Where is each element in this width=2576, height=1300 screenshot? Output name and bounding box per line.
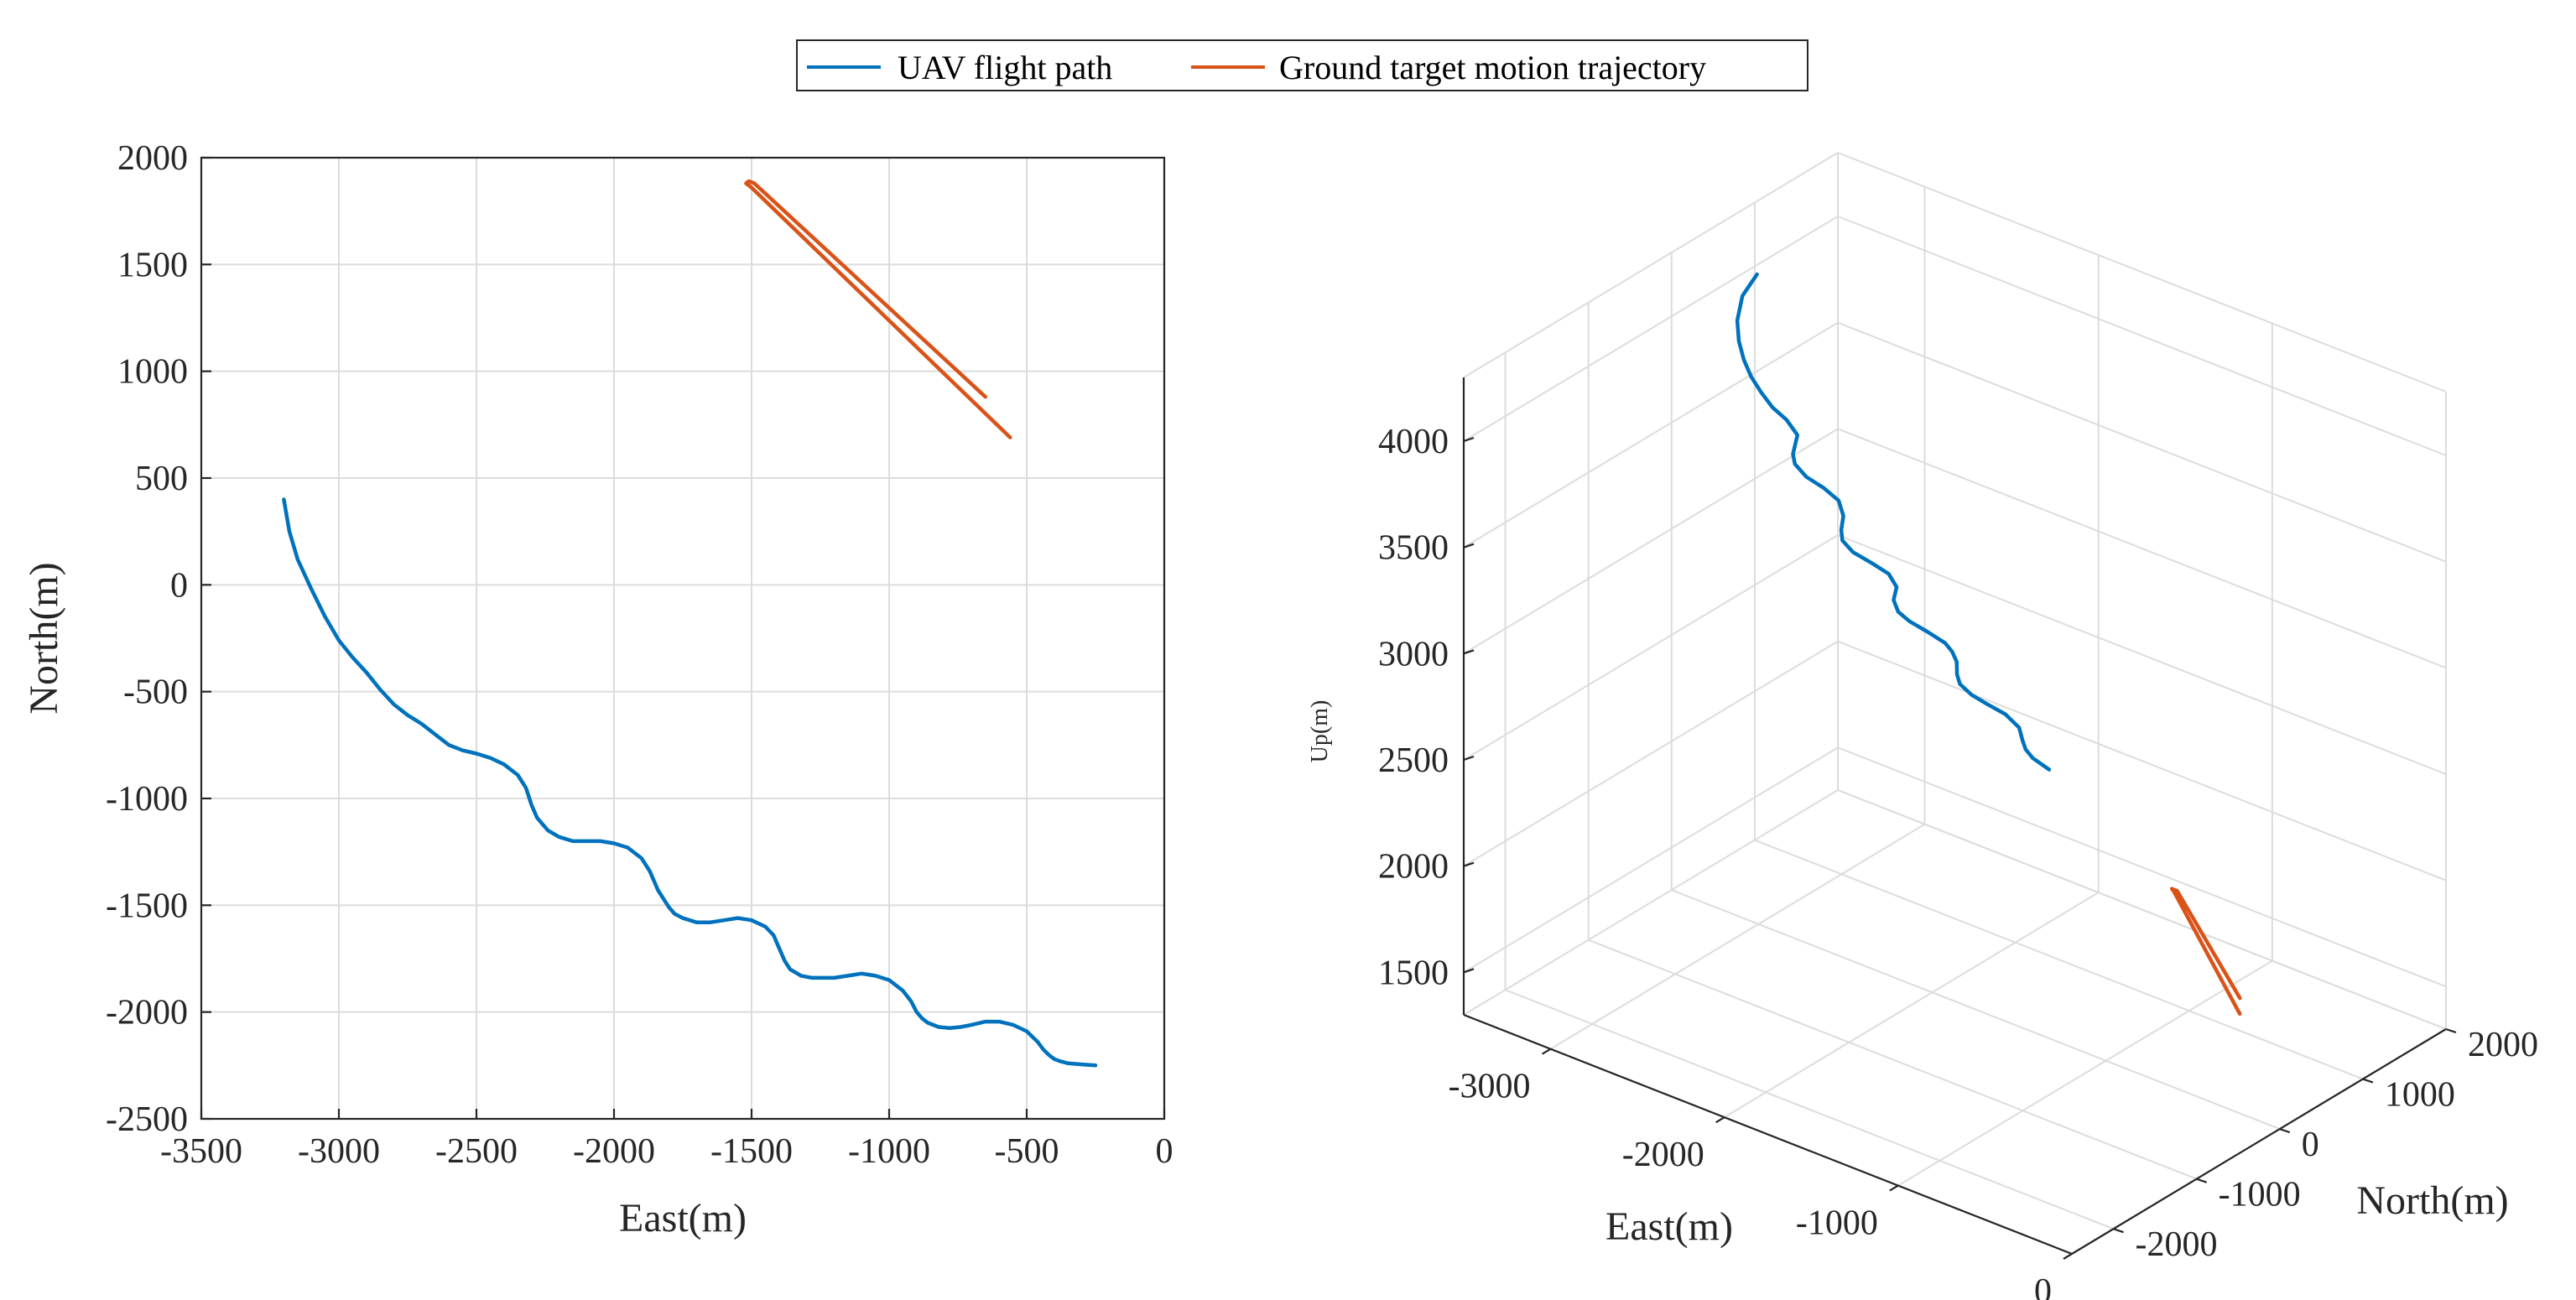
y-tick-label-2d: -2000	[106, 994, 188, 1032]
sidewall-gridline-up	[1837, 321, 2447, 563]
y-tick-label-3d: 2000	[2468, 1026, 2538, 1064]
x-tick-label-2d: -2000	[573, 1132, 655, 1171]
y-tick-label-2d: -1000	[106, 780, 188, 819]
x-axis-line-3d	[1463, 1013, 2073, 1256]
x-tick-label-2d: -500	[995, 1132, 1059, 1171]
floor-gridline-north	[1837, 789, 2447, 1030]
x-tick-label-2d: 0	[1156, 1132, 1174, 1171]
x-tick-label-3d: 0	[2034, 1272, 2052, 1300]
plot-2d-east-north: -3500 -3000 -2500 -2000 -1500 -1000 -500 0 -2500…	[22, 139, 1174, 1240]
x-axis-label-3d: East(m)	[1605, 1204, 1733, 1249]
y-axis-label-2d: North(m)	[22, 562, 66, 714]
y-tick-label-3d: -1000	[2219, 1176, 2301, 1214]
x-tick-label-3d: -3000	[1449, 1068, 1531, 1106]
z-tick-mark-3d	[1463, 968, 1475, 974]
z-tick-label-3d: 2500	[1378, 741, 1449, 780]
z-axis-label-3d: Up(m)	[1307, 700, 1333, 763]
z-tick-label-3d: 3500	[1378, 529, 1449, 568]
z-tick-label-3d: 2000	[1378, 848, 1449, 887]
y-tick-mark-3d	[2279, 1128, 2291, 1134]
y-tick-label-3d: 1000	[2385, 1076, 2455, 1115]
x-tick-mark-3d	[1889, 1184, 1899, 1192]
y-tick-mark-3d	[2113, 1228, 2124, 1234]
backwall-gridline-up	[1463, 216, 1839, 442]
y-axis-line-3d	[2071, 1028, 2447, 1255]
x-tick-label-3d: -1000	[1796, 1204, 1878, 1243]
x-axis-label-2d: East(m)	[619, 1196, 747, 1240]
y-tick-mark-3d	[2362, 1078, 2374, 1084]
z-tick-mark-3d	[1463, 755, 1475, 762]
backwall-gridline-up	[1463, 152, 1839, 378]
backwall-gridline-up	[1463, 321, 1839, 549]
floor-gridline-east	[1463, 789, 1839, 1016]
floor-gridline-north	[1754, 839, 2364, 1080]
x-tick-label-2d: -1000	[848, 1132, 930, 1171]
uav-flight-path-3d	[1735, 272, 2052, 772]
uav-flight-path-2d	[282, 497, 1098, 1068]
y-tick-label-3d: -2000	[2136, 1225, 2218, 1264]
floor-gridline-north	[1671, 889, 2281, 1131]
z-tick-label-3d: 4000	[1378, 423, 1449, 461]
sidewall-gridline-up	[1837, 152, 2447, 393]
y-tick-label-2d: 0	[170, 566, 188, 605]
legend-label-uav: UAV flight path	[898, 49, 1112, 86]
floor-gridline-east	[1724, 892, 2100, 1118]
y-tick-mark-3d	[2445, 1027, 2457, 1034]
y-tick-label-2d: -500	[123, 673, 188, 712]
x-tick-mark-3d	[1542, 1048, 1552, 1055]
y-tick-label-2d: -2500	[106, 1100, 188, 1139]
z-tick-mark-3d	[1463, 543, 1475, 549]
ground-target-trajectory-3d	[2169, 887, 2242, 1017]
sidewall-gridline-up	[1837, 534, 2447, 775]
floor-gridline-north	[1588, 939, 2198, 1180]
z-tick-label-3d: 1500	[1378, 954, 1449, 992]
y-tick-label-2d: 2000	[117, 139, 188, 178]
x-tick-label-2d: -3500	[160, 1132, 242, 1171]
y-tick-label-3d: 0	[2302, 1126, 2319, 1164]
y-tick-label-2d: 500	[135, 460, 188, 498]
sidewall-gridline-up	[1837, 428, 2447, 669]
x-tick-label-2d: -3000	[298, 1132, 380, 1171]
floor-gridline-east	[1550, 823, 1926, 1050]
z-tick-mark-3d	[1463, 649, 1475, 655]
legend[interactable]: UAV flight path Ground target motion tra…	[796, 39, 1808, 91]
x-tick-mark-3d	[2063, 1253, 2073, 1260]
sidewall-gridline-up	[1837, 640, 2447, 881]
z-tick-mark-3d	[1463, 436, 1475, 443]
y-tick-label-2d: 1500	[117, 246, 188, 284]
floor-gridline-north	[1505, 989, 2114, 1230]
plot-3d-east-north-up: -3000-2000-10000-2000-100001000200015002…	[1307, 152, 2538, 1300]
z-tick-label-3d: 3000	[1378, 635, 1449, 673]
sidewall-gridline-up	[1837, 216, 2447, 456]
x-tick-mark-3d	[1715, 1116, 1725, 1124]
x-tick-label-3d: -2000	[1622, 1136, 1704, 1174]
z-tick-mark-3d	[1463, 861, 1475, 867]
legend-label-target: Ground target motion trajectory	[1279, 49, 1706, 86]
y-tick-label-2d: 1000	[117, 353, 188, 392]
plot-2d-axes-box	[200, 156, 1166, 1121]
backwall-gridline-up	[1463, 534, 1839, 761]
floor-gridline-east	[1897, 959, 2273, 1187]
y-tick-label-2d: -1500	[106, 887, 188, 925]
backwall-gridline-up	[1463, 746, 1839, 974]
x-tick-label-2d: -2500	[435, 1132, 518, 1171]
x-tick-label-2d: -1500	[710, 1132, 793, 1171]
y-tick-mark-3d	[2196, 1178, 2208, 1183]
legend-box	[796, 39, 1808, 91]
sidewall-gridline-up	[1837, 746, 2447, 988]
backwall-gridline-up	[1463, 640, 1839, 867]
backwall-gridline-up	[1463, 428, 1839, 655]
ground-target-trajectory-2d	[744, 179, 1012, 439]
y-axis-label-3d: North(m)	[2356, 1178, 2508, 1223]
